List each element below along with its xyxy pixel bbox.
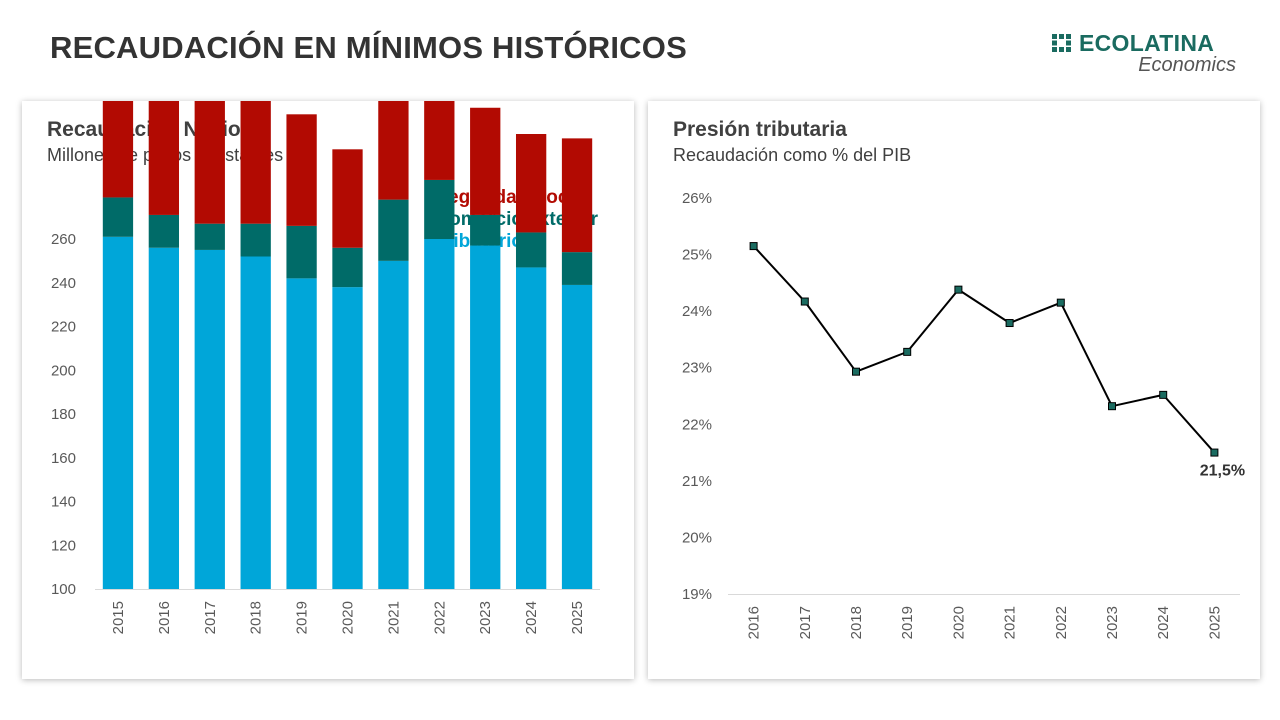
x-tick-label: 2018 [848, 606, 865, 639]
point-marker-2016 [749, 242, 758, 251]
bar-tributarios-2018 [240, 256, 271, 589]
bar-seguridad-social-2018 [240, 101, 271, 224]
x-tick-label: 2020 [340, 601, 357, 634]
x-tick-label: 2018 [248, 601, 265, 634]
series-line [752, 245, 1216, 454]
bar-seguridad-social-2024 [515, 134, 547, 233]
x-tick-label: 2021 [385, 601, 402, 634]
x-tick-label: 2016 [746, 606, 763, 639]
x-tick-label: 2022 [431, 601, 448, 634]
bar-comercio-exterior-2020 [332, 247, 363, 288]
y-tick-label: 220 [51, 319, 76, 336]
x-tick-label: 2022 [1053, 606, 1070, 639]
y-tick-label: 20% [682, 529, 712, 546]
x-tick-label: 2023 [1104, 606, 1121, 639]
bar-comercio-exterior-2019 [286, 225, 317, 279]
x-tick-label: 2025 [1206, 606, 1223, 639]
bar-tributarios-2024 [515, 267, 547, 589]
recaudacion-panel: Recaudación Nacional Millones de pesos c… [22, 101, 634, 679]
bar-seguridad-social-2022 [424, 101, 455, 180]
point-marker-2020 [954, 285, 963, 294]
point-marker-2019 [903, 347, 912, 356]
y-tick-label: 21% [682, 473, 712, 490]
bar-tributarios-2021 [378, 260, 409, 589]
y-tick-label: 160 [51, 450, 76, 467]
point-marker-2022 [1056, 298, 1065, 307]
x-tick-label: 2019 [294, 601, 311, 634]
bar-seguridad-social-2015 [102, 101, 134, 198]
x-tick-label: 2016 [156, 601, 173, 634]
bar-seguridad-social-2020 [332, 149, 363, 248]
point-marker-2021 [1005, 319, 1014, 328]
bar-tributarios-2023 [470, 245, 501, 589]
bar-comercio-exterior-2023 [470, 214, 501, 246]
bar-comercio-exterior-2018 [240, 223, 271, 257]
y-tick-label: 25% [682, 247, 712, 264]
x-tick-label: 2020 [950, 606, 967, 639]
bar-comercio-exterior-2022 [424, 179, 455, 239]
y-tick-label: 140 [51, 494, 76, 511]
x-tick-label: 2019 [899, 606, 916, 639]
x-tick-label: 2025 [569, 601, 586, 634]
page-title: RECAUDACIÓN EN MÍNIMOS HISTÓRICOS [50, 30, 687, 65]
x-tick-label: 2015 [110, 601, 127, 634]
presion-panel: Presión tributaria Recaudación como % de… [648, 101, 1260, 679]
bar-seguridad-social-2019 [286, 114, 317, 226]
logo-grid-icon [1052, 34, 1071, 52]
bar-tributarios-2022 [424, 239, 455, 589]
y-tick-label: 200 [51, 362, 76, 379]
y-tick-label: 240 [51, 275, 76, 292]
x-tick-label: 2021 [1002, 606, 1019, 639]
y-tick-label: 100 [51, 581, 76, 598]
point-marker-2023 [1108, 402, 1116, 411]
x-tick-label: 2017 [202, 601, 219, 634]
x-tick-label: 2024 [523, 601, 540, 634]
line-chart: 19% 20% 21% 22% 23% 24% 25% 26% 2016 2017 2018 2019… [682, 190, 1245, 639]
y-tick-label: 120 [51, 537, 76, 554]
bar-comercio-exterior-2025 [561, 252, 593, 285]
point-marker-2024 [1159, 390, 1168, 399]
y-tick-label: 26% [682, 190, 712, 207]
x-tick-label: 2024 [1155, 606, 1172, 639]
x-tick-label: 2017 [797, 606, 814, 639]
line-chart-title: Presión tributaria [673, 118, 847, 141]
brand-sub: Economics [1138, 54, 1236, 76]
bar-comercio-exterior-2016 [148, 214, 180, 248]
bar-tributarios-2016 [148, 247, 180, 589]
bar-comercio-exterior-2017 [194, 223, 225, 250]
bar-seguridad-social-2016 [148, 101, 180, 215]
line-chart-subtitle: Recaudación como % del PIB [673, 145, 912, 165]
bar-seguridad-social-2021 [378, 101, 409, 200]
bar-tributarios-2020 [332, 287, 363, 589]
data-label-2025: 21,5% [1200, 463, 1245, 480]
point-marker-2025 [1210, 448, 1219, 457]
bar-comercio-exterior-2015 [102, 197, 134, 237]
y-tick-label: 19% [682, 586, 712, 603]
brand-logo: ECOLATINA Economics [1050, 30, 1240, 78]
y-tick-label: 22% [682, 416, 712, 433]
y-tick-label: 23% [682, 360, 712, 377]
point-marker-2017 [800, 297, 809, 306]
y-tick-label: 260 [51, 231, 76, 248]
y-tick-label: 180 [51, 406, 76, 423]
bar-tributarios-2025 [561, 284, 593, 589]
x-tick-label: 2023 [477, 601, 494, 634]
bar-comercio-exterior-2021 [378, 199, 409, 261]
y-tick-label: 24% [682, 303, 712, 320]
bar-comercio-exterior-2024 [515, 232, 547, 268]
bar-tributarios-2017 [194, 249, 225, 589]
bar-seguridad-social-2023 [470, 107, 501, 215]
bar-seguridad-social-2017 [194, 101, 225, 224]
point-marker-2018 [852, 367, 860, 376]
stacked-bar-chart: 100 120 140 160 180 200 220 240 260 2015 2016 2017 2… [51, 101, 600, 634]
bar-tributarios-2019 [286, 278, 317, 589]
bar-tributarios-2015 [102, 236, 134, 589]
brand-name: ECOLATINA [1079, 30, 1215, 56]
bar-seguridad-social-2025 [561, 138, 593, 253]
